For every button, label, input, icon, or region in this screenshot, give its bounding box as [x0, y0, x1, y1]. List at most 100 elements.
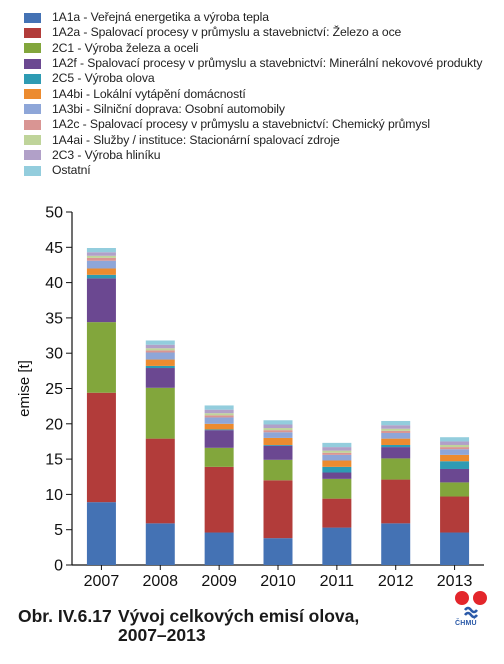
- bar-segment: [440, 441, 470, 445]
- legend-item: 1A3bi - Silniční doprava: Osobní automob…: [24, 102, 482, 117]
- legend-swatch: [24, 135, 41, 146]
- logo-wave-upper: [464, 606, 478, 614]
- bar-segment: [322, 527, 352, 565]
- bar-segment: [204, 417, 234, 424]
- bar-segment: [263, 437, 293, 445]
- legend-item: 1A2a - Spalovací procesy v průmyslu a st…: [24, 25, 482, 40]
- bar-segment: [86, 260, 116, 269]
- bar-segment: [440, 496, 470, 533]
- legend-label: 2C5 - Výroba olova: [52, 71, 155, 86]
- bar-segment: [145, 365, 175, 369]
- bar-segment: [440, 449, 470, 455]
- bar-segment: [381, 432, 411, 439]
- bar-segment: [381, 420, 411, 426]
- logo-text: ČHMÚ: [455, 620, 477, 627]
- bar-segment: [440, 468, 470, 483]
- y-tick-label: 40: [45, 275, 63, 292]
- bar-segment: [86, 278, 116, 323]
- figure-title-line2: 2007–2013: [118, 625, 206, 645]
- bar-segment: [86, 255, 116, 258]
- logo-red-circle-right: [473, 591, 487, 605]
- legend-item: 2C5 - Výroba olova: [24, 71, 482, 86]
- bar-segment: [263, 430, 293, 433]
- figure-title-line1: Vývoj celkových emisí olova,: [118, 606, 360, 626]
- bar-segment: [204, 409, 234, 414]
- x-tick-label: 2010: [260, 573, 296, 590]
- bar-segment: [381, 428, 411, 431]
- bar-segment: [440, 482, 470, 497]
- figure-caption: Obr. IV.6.17 Vývoj celkových emisí olova,…: [18, 607, 359, 645]
- bar-segment: [204, 430, 234, 448]
- figure-number: Obr. IV.6.17: [18, 606, 112, 626]
- y-tick-label: 15: [45, 452, 63, 469]
- legend-item: 1A4bi - Lokální vytápění domácností: [24, 86, 482, 101]
- y-tick-label: 25: [45, 381, 63, 398]
- legend-swatch: [24, 119, 41, 130]
- bar-segment: [440, 461, 470, 469]
- bar-segment: [322, 447, 352, 451]
- bar-segment: [204, 447, 234, 467]
- bar-segment: [204, 466, 234, 533]
- bar-segment: [263, 428, 293, 431]
- bar-segment: [381, 430, 411, 433]
- bar-segment: [145, 368, 175, 388]
- legend-swatch: [24, 12, 41, 23]
- bar-segment: [440, 444, 470, 448]
- bar-segment: [381, 458, 411, 480]
- legend-item: Ostatní: [24, 163, 482, 178]
- bar-segment: [322, 450, 352, 453]
- bar-segment: [263, 459, 293, 481]
- bar-segment: [204, 423, 234, 430]
- x-tick-label: 2011: [320, 573, 355, 590]
- bar-segment: [204, 405, 234, 410]
- bar-segment: [86, 322, 116, 393]
- legend-label: 1A4bi - Lokální vytápění domácností: [52, 86, 246, 101]
- legend-label: 1A1a - Veřejná energetika a výroba tepla: [52, 10, 269, 25]
- bar-segment: [381, 447, 411, 459]
- legend-swatch: [24, 165, 41, 176]
- bar-segment: [145, 438, 175, 524]
- bar-segment: [322, 478, 352, 499]
- bar-segment: [263, 444, 293, 446]
- logo-wave-lower: [464, 611, 478, 619]
- y-tick-label: 35: [45, 310, 63, 327]
- x-tick-label: 2008: [142, 573, 178, 590]
- bar-segment: [263, 420, 293, 425]
- x-tick-label: 2013: [437, 573, 473, 590]
- legend-swatch: [24, 89, 41, 100]
- legend-swatch: [24, 73, 41, 84]
- legend-label: 1A2c - Spalovací procesy v průmyslu a st…: [52, 117, 430, 132]
- bar-segment: [381, 425, 411, 429]
- bar-segment: [263, 424, 293, 429]
- y-tick-label: 20: [45, 416, 63, 433]
- bar-segment: [440, 447, 470, 450]
- bar-segment: [204, 429, 234, 431]
- legend-swatch: [24, 43, 41, 54]
- bar-segment: [263, 538, 293, 565]
- bar-segment: [86, 268, 116, 275]
- bar-segment: [322, 460, 352, 467]
- legend-item: 1A2c - Spalovací procesy v průmyslu a st…: [24, 117, 482, 132]
- chmu-logo-icon: [455, 591, 487, 619]
- legend-label: 1A4ai - Služby / instituce: Stacionární …: [52, 132, 340, 147]
- bar-segment: [145, 350, 175, 353]
- bar-segment: [381, 479, 411, 524]
- bar-segment: [204, 413, 234, 416]
- y-tick-label: 5: [54, 522, 63, 539]
- bar-segment: [322, 442, 352, 448]
- bar-segment: [263, 480, 293, 539]
- x-tick-label: 2007: [84, 573, 120, 590]
- bar-segment: [440, 437, 470, 442]
- legend-item: 1A4ai - Služby / instituce: Stacionární …: [24, 132, 482, 147]
- logo-red-circle-left: [455, 591, 469, 605]
- bar-segment: [322, 454, 352, 461]
- legend-swatch: [24, 150, 41, 161]
- legend-swatch: [24, 104, 41, 115]
- legend-label: Ostatní: [52, 163, 91, 178]
- y-axis-title: emise [t]: [16, 360, 33, 417]
- y-tick-label: 50: [45, 205, 63, 222]
- x-tick-label: 2012: [378, 573, 414, 590]
- bar-segment: [204, 532, 234, 565]
- chart-legend: 1A1a - Veřejná energetika a výroba tepla…: [24, 10, 482, 178]
